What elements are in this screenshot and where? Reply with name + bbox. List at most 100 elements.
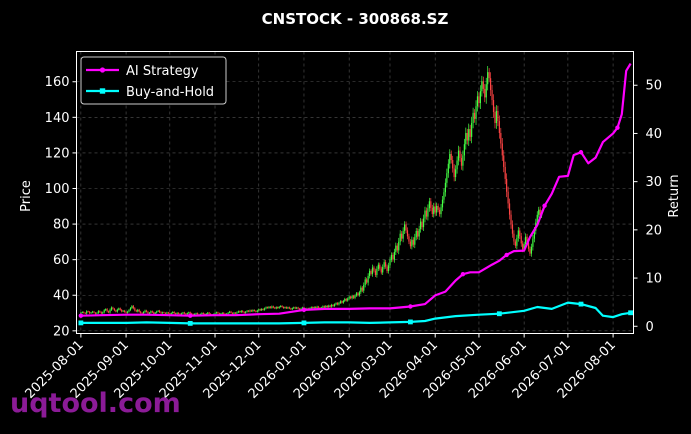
candle-body	[90, 312, 92, 314]
candle-body	[122, 310, 124, 312]
candle-body	[81, 311, 83, 313]
candle-body	[220, 313, 222, 315]
candle-body	[229, 311, 231, 313]
candle-body	[291, 308, 293, 310]
candle-body	[376, 268, 378, 275]
candle-body	[169, 313, 171, 315]
series-marker-buy-and-hold	[628, 310, 633, 316]
candle-body	[351, 295, 353, 299]
candle-body	[427, 208, 429, 217]
candle-body	[511, 224, 514, 234]
candle-body	[246, 310, 248, 312]
candle-body	[86, 311, 88, 314]
candle-body	[167, 312, 169, 314]
candle-body	[243, 311, 245, 313]
candle-body	[526, 236, 528, 243]
series-marker-buy-and-hold	[408, 319, 413, 325]
candle-body	[237, 311, 239, 313]
candle-body	[481, 81, 483, 92]
candle-body	[335, 303, 337, 305]
price-tick-label: 40	[53, 289, 70, 304]
price-tick-label: 160	[45, 75, 70, 90]
candle-body	[436, 205, 438, 213]
return-tick-label: 40	[646, 127, 663, 142]
candle-body	[177, 312, 180, 314]
candle-body	[466, 132, 468, 141]
candle-body	[217, 312, 219, 314]
candle-body	[91, 311, 94, 313]
candle-body	[161, 312, 164, 314]
candle-body	[119, 308, 121, 310]
candle-body	[296, 307, 298, 309]
candle-body	[490, 78, 492, 91]
series-marker-ai-strategy	[78, 313, 84, 318]
candle-body	[99, 311, 101, 313]
candle-body	[300, 308, 302, 310]
candle-body	[449, 153, 451, 164]
candle-body	[156, 311, 158, 313]
candle-body	[269, 306, 272, 308]
candle-body	[284, 307, 286, 309]
candle-body	[252, 310, 254, 312]
candle-body	[350, 296, 352, 299]
candle-body	[373, 267, 375, 271]
candle-body	[332, 304, 334, 306]
price-tick-label: 60	[53, 253, 70, 268]
candle-body	[227, 312, 229, 314]
candle-body	[363, 284, 365, 291]
candle-body	[230, 311, 232, 313]
candle-body	[294, 307, 296, 309]
candle-body	[282, 306, 285, 309]
candle-body	[347, 298, 349, 301]
price-tick-label: 80	[53, 218, 70, 233]
plot-frame	[76, 51, 634, 334]
candle-body	[258, 309, 260, 311]
candle-body	[245, 311, 247, 313]
candle-body	[160, 312, 162, 314]
series-marker-ai-strategy	[578, 150, 584, 155]
candle-body	[513, 233, 515, 242]
candle-body	[315, 306, 317, 308]
candle-body	[386, 266, 388, 272]
return-axis-label: Return	[667, 174, 682, 217]
candle-body	[455, 169, 457, 178]
candle-body	[84, 312, 86, 314]
candle-body	[325, 305, 327, 308]
candle-body	[180, 313, 183, 315]
candle-body	[485, 84, 487, 98]
candle-body	[422, 218, 425, 228]
candle-body	[326, 305, 328, 307]
return-axis: 0 10 20 30 40 50	[633, 79, 663, 335]
candle-body	[472, 112, 474, 124]
candle-body	[514, 241, 516, 246]
series-marker-ai-strategy	[542, 203, 547, 208]
candle-body	[331, 304, 333, 307]
candle-body	[401, 233, 403, 239]
candle-body	[495, 110, 498, 124]
candle-body	[469, 129, 471, 137]
candle-body	[438, 209, 441, 215]
candle-body	[153, 312, 155, 314]
candle-body	[233, 312, 235, 314]
candle-body	[128, 310, 130, 312]
candle-body	[459, 150, 461, 158]
candle-body	[249, 310, 251, 312]
candle-body	[250, 310, 253, 312]
candle-body	[137, 309, 139, 312]
candle-body	[159, 310, 161, 313]
candle-body	[236, 312, 238, 314]
candle-body	[358, 292, 360, 296]
candle-body	[519, 230, 521, 237]
candle-body	[207, 312, 209, 314]
series-marker-buy-and-hold	[496, 311, 502, 317]
candle-body	[223, 312, 225, 314]
candle-body	[522, 243, 524, 250]
candle-body	[433, 206, 435, 214]
candle-body	[503, 155, 505, 167]
candle-body	[131, 306, 133, 309]
candle-body	[218, 313, 220, 315]
candle-body	[317, 306, 320, 308]
price-tick-label: 120	[45, 146, 70, 161]
candle-body	[170, 313, 172, 315]
